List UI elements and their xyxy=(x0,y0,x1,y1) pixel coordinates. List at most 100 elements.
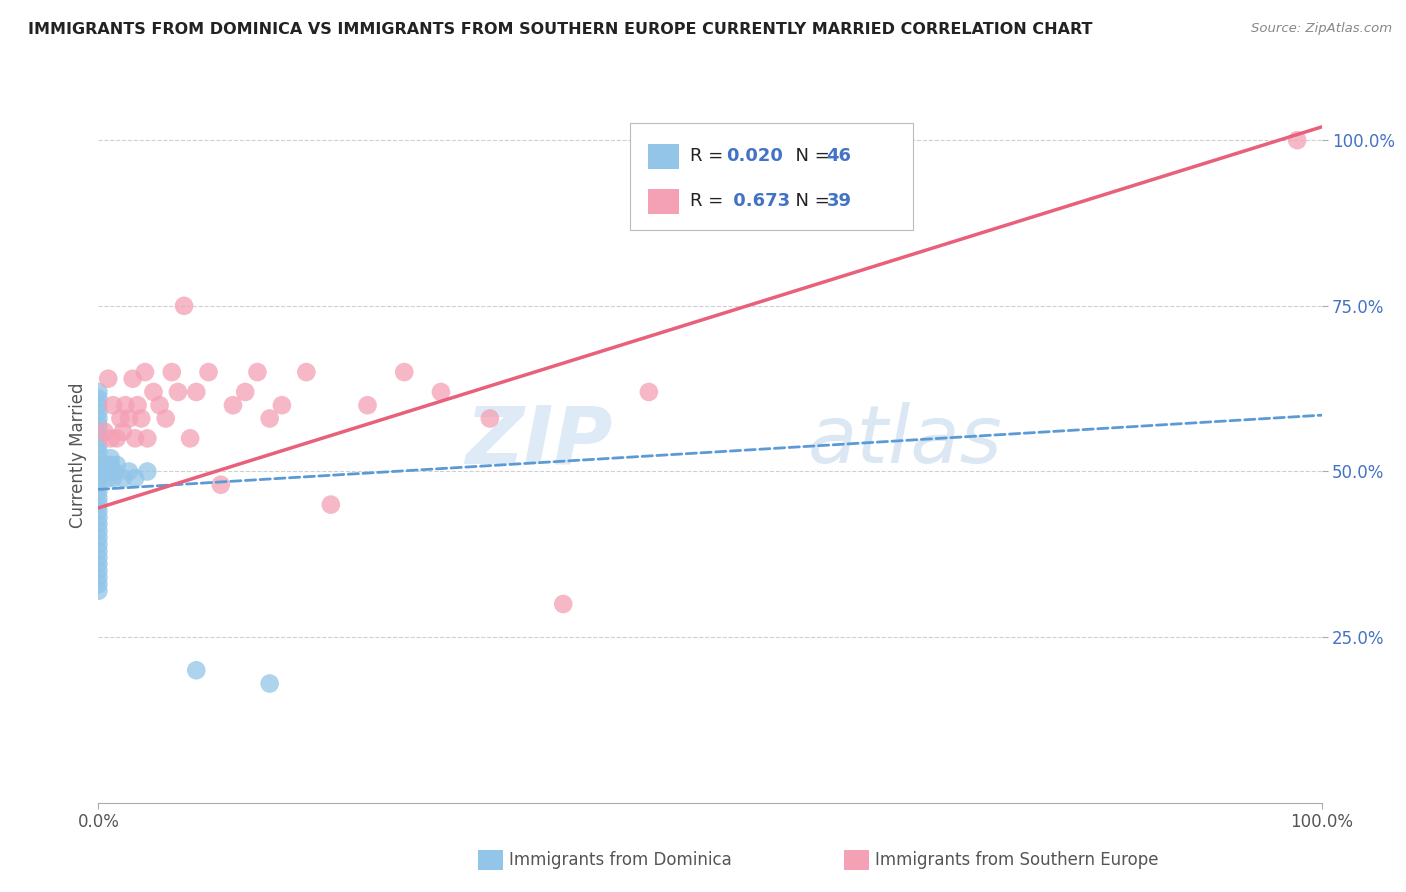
Point xyxy=(87,504,110,518)
Point xyxy=(259,676,281,690)
Text: 46: 46 xyxy=(827,147,852,165)
Point xyxy=(87,537,110,551)
Text: 0.673: 0.673 xyxy=(727,192,790,211)
Point xyxy=(87,444,110,458)
Point xyxy=(87,458,110,472)
Point xyxy=(134,365,156,379)
Point xyxy=(430,384,453,399)
Point xyxy=(637,384,661,399)
Point xyxy=(87,471,110,485)
Point xyxy=(270,398,294,412)
Point xyxy=(124,431,146,445)
Point xyxy=(87,550,110,565)
Point xyxy=(105,458,128,472)
Point xyxy=(155,411,177,425)
Point xyxy=(93,465,115,479)
Point xyxy=(87,558,110,572)
Point xyxy=(87,524,110,538)
Point xyxy=(103,465,125,479)
Point xyxy=(87,564,110,578)
Point xyxy=(87,511,110,525)
Point xyxy=(111,425,134,439)
Point xyxy=(93,425,115,439)
Point xyxy=(233,384,256,399)
Text: IMMIGRANTS FROM DOMINICA VS IMMIGRANTS FROM SOUTHERN EUROPE CURRENTLY MARRIED CO: IMMIGRANTS FROM DOMINICA VS IMMIGRANTS F… xyxy=(28,22,1092,37)
Point xyxy=(87,392,110,406)
Point xyxy=(87,544,110,558)
Point xyxy=(392,365,416,379)
Point xyxy=(160,365,183,379)
Point xyxy=(87,451,110,466)
Point xyxy=(87,418,110,433)
Point xyxy=(197,365,219,379)
Point xyxy=(101,398,124,412)
Point xyxy=(553,597,575,611)
Point xyxy=(87,498,110,512)
Text: 0.020: 0.020 xyxy=(727,147,783,165)
Point xyxy=(100,431,122,445)
Point xyxy=(87,531,110,545)
Point xyxy=(87,583,110,598)
Text: 39: 39 xyxy=(827,192,852,211)
Point xyxy=(101,471,124,485)
Point xyxy=(118,465,141,479)
Point xyxy=(124,471,146,485)
Point xyxy=(87,570,110,584)
Point xyxy=(186,384,208,399)
Point xyxy=(105,431,128,445)
Point xyxy=(167,384,190,399)
Point xyxy=(97,372,120,386)
Point xyxy=(87,477,110,491)
Point xyxy=(87,438,110,452)
Text: Immigrants from Southern Europe: Immigrants from Southern Europe xyxy=(875,851,1159,869)
Text: N =: N = xyxy=(785,147,835,165)
Point xyxy=(114,398,136,412)
Point xyxy=(186,663,208,677)
Text: R =: R = xyxy=(690,192,730,211)
Point xyxy=(100,458,122,472)
Text: N =: N = xyxy=(785,192,835,211)
Point xyxy=(87,431,110,445)
Point xyxy=(127,398,149,412)
Point xyxy=(97,465,120,479)
Point xyxy=(87,398,110,412)
Point xyxy=(93,458,115,472)
Point xyxy=(87,425,110,439)
Point xyxy=(100,451,122,466)
Point xyxy=(87,411,110,425)
Text: ZIP: ZIP xyxy=(465,402,612,480)
Point xyxy=(179,431,201,445)
Point xyxy=(111,471,134,485)
Point xyxy=(87,577,110,591)
Point xyxy=(222,398,245,412)
Point xyxy=(121,372,143,386)
Point xyxy=(356,398,378,412)
Point xyxy=(110,411,132,425)
Point xyxy=(87,484,110,499)
Point xyxy=(87,384,110,399)
Y-axis label: Currently Married: Currently Married xyxy=(69,382,87,528)
Point xyxy=(87,517,110,532)
Point xyxy=(246,365,269,379)
Point xyxy=(149,398,172,412)
Point xyxy=(87,491,110,505)
Text: atlas: atlas xyxy=(808,402,1002,480)
Point xyxy=(142,384,165,399)
Text: R =: R = xyxy=(690,147,730,165)
Point xyxy=(1286,133,1309,147)
Text: Immigrants from Dominica: Immigrants from Dominica xyxy=(509,851,731,869)
Point xyxy=(118,411,141,425)
Point xyxy=(319,498,342,512)
Point xyxy=(259,411,281,425)
Point xyxy=(87,405,110,419)
Point xyxy=(478,411,501,425)
Point xyxy=(129,411,152,425)
Point xyxy=(136,465,159,479)
Point xyxy=(87,465,110,479)
Point xyxy=(295,365,318,379)
Text: Source: ZipAtlas.com: Source: ZipAtlas.com xyxy=(1251,22,1392,36)
Point xyxy=(173,299,195,313)
Point xyxy=(97,471,120,485)
Point xyxy=(209,477,232,491)
Point xyxy=(136,431,159,445)
